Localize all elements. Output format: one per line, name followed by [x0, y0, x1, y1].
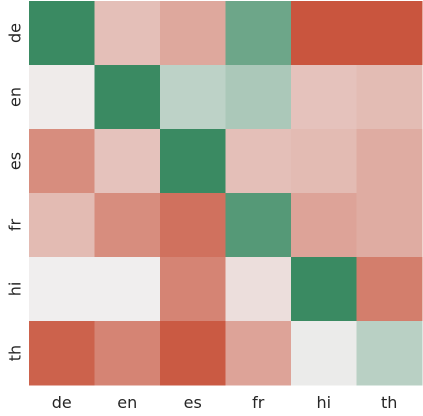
heatmap-cell-th-es — [160, 321, 226, 386]
heatmap-cell-es-en — [94, 129, 161, 194]
heatmap-cell-es-es — [160, 129, 226, 194]
heatmap-cell-de-de — [29, 1, 95, 66]
y-tick-label-en: en — [6, 87, 25, 107]
heatmap-cell-hi-th — [356, 257, 423, 322]
heatmap-cell-de-en — [94, 1, 161, 66]
heatmap-cell-en-th — [356, 65, 423, 130]
x-tick-label-de: de — [52, 393, 72, 412]
y-tick-label-es: es — [6, 152, 25, 170]
heatmap-cell-fr-hi — [291, 193, 357, 258]
heatmap-cell-fr-en — [94, 193, 161, 258]
heatmap-cell-en-es — [160, 65, 226, 130]
heatmap-cell-de-fr — [225, 1, 292, 66]
y-tick-label-hi: hi — [6, 282, 25, 297]
heatmap-cell-hi-fr — [225, 257, 292, 322]
heatmap-cell-hi-en — [94, 257, 161, 322]
heatmap-cell-es-fr — [225, 129, 292, 194]
heatmap-cell-th-en — [94, 321, 161, 386]
heatmap-cell-th-hi — [291, 321, 357, 386]
heatmap-cells — [29, 1, 423, 386]
heatmap-cell-hi-hi — [291, 257, 357, 322]
x-tick-label-es: es — [184, 393, 202, 412]
heatmap-cell-en-en — [94, 65, 161, 130]
heatmap-cell-fr-th — [356, 193, 423, 258]
heatmap-cell-de-th — [356, 1, 423, 66]
heatmap-cell-fr-fr — [225, 193, 292, 258]
heatmap-cell-en-hi — [291, 65, 357, 130]
heatmap-cell-de-es — [160, 1, 226, 66]
x-tick-label-hi: hi — [316, 393, 331, 412]
y-tick-label-fr: fr — [6, 218, 25, 231]
heatmap-cell-es-th — [356, 129, 423, 194]
heatmap-cell-fr-es — [160, 193, 226, 258]
x-axis-tick-labels: de en es fr hi th — [52, 393, 398, 412]
heatmap-cell-de-hi — [291, 1, 357, 66]
heatmap-cell-es-de — [29, 129, 95, 194]
y-tick-label-th: th — [6, 345, 25, 361]
x-tick-label-fr: fr — [252, 393, 265, 412]
heatmap-cell-en-de — [29, 65, 95, 130]
heatmap-cell-hi-es — [160, 257, 226, 322]
heatmap-cell-th-fr — [225, 321, 292, 386]
heatmap-cell-th-de — [29, 321, 95, 386]
x-tick-label-en: en — [117, 393, 137, 412]
y-tick-label-de: de — [6, 23, 25, 43]
heatmap-cell-hi-de — [29, 257, 95, 322]
heatmap-cell-es-hi — [291, 129, 357, 194]
heatmap-cell-th-th — [356, 321, 423, 386]
heatmap-cell-en-fr — [225, 65, 292, 130]
y-axis-tick-labels: de en es fr hi th — [6, 23, 25, 361]
heatmap-cell-fr-de — [29, 193, 95, 258]
x-tick-label-th: th — [381, 393, 397, 412]
